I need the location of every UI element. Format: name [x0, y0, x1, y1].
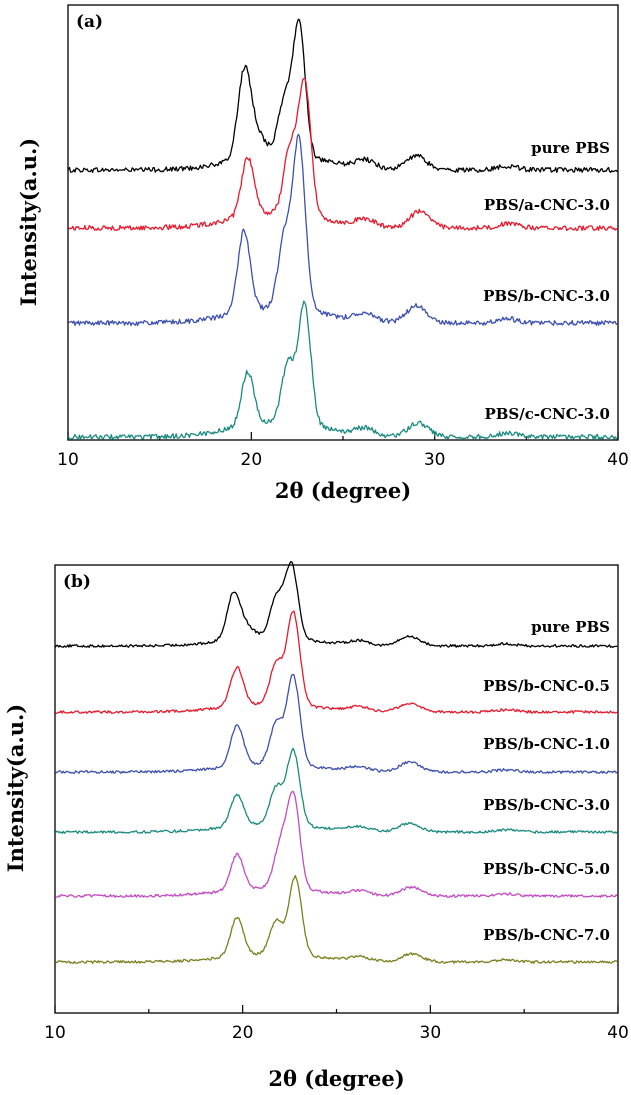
series-label: PBS/c-CNC-3.0 [484, 405, 610, 423]
panel-label: (b) [63, 572, 91, 592]
series-line [67, 18, 618, 174]
series-line [67, 77, 618, 232]
x-tick-label: 10 [57, 450, 79, 470]
series-label: pure PBS [531, 618, 610, 636]
x-tick-label: 20 [232, 1023, 254, 1043]
series-label: PBS/a-CNC-3.0 [484, 196, 610, 214]
x-tick-label: 30 [424, 450, 446, 470]
x-axis-title: 2θ (degree) [275, 478, 411, 503]
x-tick-label: 20 [241, 450, 263, 470]
panel-b: (b) 10 20 30 40 2θ (degree) Intensity(a.u.) pur… [3, 561, 629, 1091]
x-tick-label: 30 [420, 1023, 442, 1043]
y-axis-title: Intensity(a.u.) [16, 138, 41, 307]
x-tick-label: 40 [607, 1023, 629, 1043]
series-label: PBS/b-CNC-3.0 [483, 796, 610, 814]
series-line [55, 610, 618, 714]
y-axis-title: Intensity(a.u.) [3, 704, 28, 873]
series-label: pure PBS [531, 139, 610, 157]
x-tick-label: 40 [607, 450, 629, 470]
series-label: PBS/b-CNC-7.0 [483, 926, 610, 944]
x-tick-label: 10 [44, 1023, 66, 1043]
series-line [54, 673, 618, 774]
panel-a: (a) 10 20 30 40 2θ (degree) Intensity(a.u.) pur… [16, 4, 629, 503]
series-line [54, 747, 618, 834]
series-label: PBS/b-CNC-5.0 [483, 860, 610, 878]
x-axis-title: 2θ (degree) [268, 1066, 404, 1091]
panel-label: (a) [76, 12, 103, 32]
series-label: PBS/b-CNC-0.5 [483, 677, 610, 695]
series-line [67, 300, 618, 440]
series-line [55, 790, 618, 898]
series-label: PBS/b-CNC-3.0 [483, 287, 610, 305]
series-label: PBS/b-CNC-1.0 [483, 735, 610, 753]
series-line [54, 874, 618, 964]
series-line [68, 133, 618, 327]
series-line [54, 561, 618, 648]
